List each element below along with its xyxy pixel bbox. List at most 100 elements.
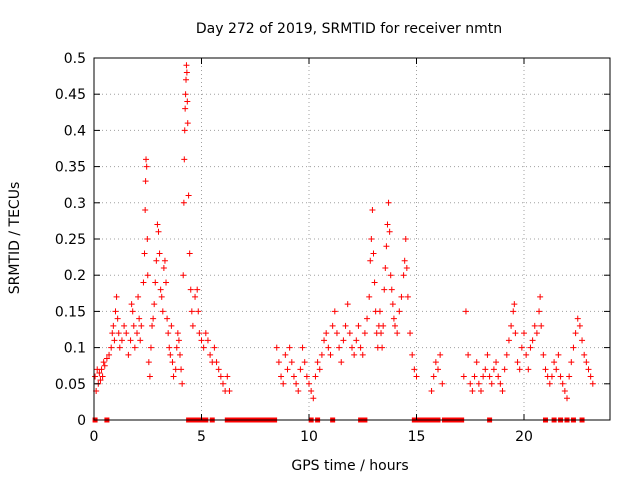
data-point xyxy=(172,366,179,373)
data-point xyxy=(512,330,519,337)
data-point xyxy=(182,105,189,112)
data-point xyxy=(116,344,123,351)
data-point xyxy=(101,362,108,369)
data-point xyxy=(98,366,105,373)
data-point xyxy=(159,308,166,315)
y-tick-label: 0.05 xyxy=(55,377,86,393)
data-point xyxy=(413,373,420,380)
data-point xyxy=(111,337,118,344)
data-point xyxy=(390,315,397,322)
data-point xyxy=(482,366,489,373)
data-point xyxy=(367,257,374,264)
data-point xyxy=(121,322,128,329)
data-point xyxy=(130,322,137,329)
y-tick-label: 0.2 xyxy=(64,268,86,284)
data-point xyxy=(184,98,191,105)
data-point xyxy=(149,322,156,329)
data-point xyxy=(204,337,211,344)
data-point xyxy=(184,120,191,127)
data-point xyxy=(290,373,297,380)
data-point xyxy=(511,301,518,308)
data-point xyxy=(140,279,147,286)
data-point xyxy=(510,308,517,315)
data-point xyxy=(331,308,338,315)
data-point xyxy=(490,366,497,373)
data-point xyxy=(383,243,390,250)
data-point xyxy=(157,286,164,293)
data-point xyxy=(336,344,343,351)
data-point xyxy=(572,330,579,337)
data-point xyxy=(183,69,190,76)
data-point xyxy=(177,351,183,358)
data-point xyxy=(387,272,394,279)
data-point xyxy=(297,366,304,373)
data-point xyxy=(144,272,151,279)
data-point xyxy=(553,366,560,373)
grid-layer xyxy=(94,58,610,420)
data-point xyxy=(333,330,340,337)
data-point xyxy=(138,322,145,329)
data-point xyxy=(147,344,154,351)
data-point xyxy=(198,337,205,344)
data-layer xyxy=(92,62,596,423)
x-tick-label: 20 xyxy=(515,429,533,445)
data-point xyxy=(181,156,188,163)
data-point xyxy=(112,308,119,315)
data-point xyxy=(587,373,594,380)
data-point xyxy=(340,337,347,344)
data-point xyxy=(570,344,577,351)
data-point xyxy=(165,330,172,337)
data-point xyxy=(475,380,482,387)
data-point xyxy=(527,344,534,351)
data-point xyxy=(135,293,142,300)
data-point xyxy=(576,322,583,329)
data-point xyxy=(402,236,409,242)
x-axis-title: GPS time / hours xyxy=(291,458,408,474)
y-tick-label: 0.45 xyxy=(55,87,86,103)
data-point xyxy=(555,351,562,358)
data-point xyxy=(166,344,173,351)
data-point xyxy=(152,279,159,286)
data-point xyxy=(396,308,403,315)
data-point xyxy=(278,373,285,380)
data-point xyxy=(439,380,446,387)
data-point xyxy=(200,344,207,351)
data-point xyxy=(174,330,181,337)
data-point xyxy=(551,359,558,366)
y-tick-label: 0.35 xyxy=(55,160,86,176)
data-point xyxy=(516,366,523,373)
data-point xyxy=(293,380,300,387)
data-point xyxy=(561,388,568,395)
data-point xyxy=(129,308,136,315)
data-point xyxy=(143,156,150,163)
data-point xyxy=(514,359,521,366)
data-point xyxy=(368,236,375,242)
data-point xyxy=(155,228,162,235)
y-tick-label: 0.5 xyxy=(64,51,86,67)
data-point xyxy=(168,322,175,329)
x-tick-label: 10 xyxy=(300,429,318,445)
data-point xyxy=(160,264,167,271)
data-point xyxy=(525,366,532,373)
data-point xyxy=(508,322,515,329)
data-point xyxy=(403,264,410,271)
data-point xyxy=(471,373,478,380)
data-point xyxy=(183,76,190,83)
data-point xyxy=(469,388,476,395)
data-point xyxy=(462,308,469,315)
data-point xyxy=(361,330,368,337)
plot-frame xyxy=(93,57,611,421)
data-point xyxy=(186,250,193,257)
data-point xyxy=(224,373,231,380)
data-point xyxy=(161,257,168,264)
data-point xyxy=(353,337,360,344)
data-point xyxy=(355,322,362,329)
data-point xyxy=(187,286,194,293)
data-point xyxy=(151,301,158,308)
data-point xyxy=(385,199,392,206)
data-point xyxy=(312,373,319,380)
data-point xyxy=(537,293,544,300)
data-point xyxy=(346,330,353,337)
data-point xyxy=(384,221,391,228)
data-point xyxy=(318,351,325,358)
